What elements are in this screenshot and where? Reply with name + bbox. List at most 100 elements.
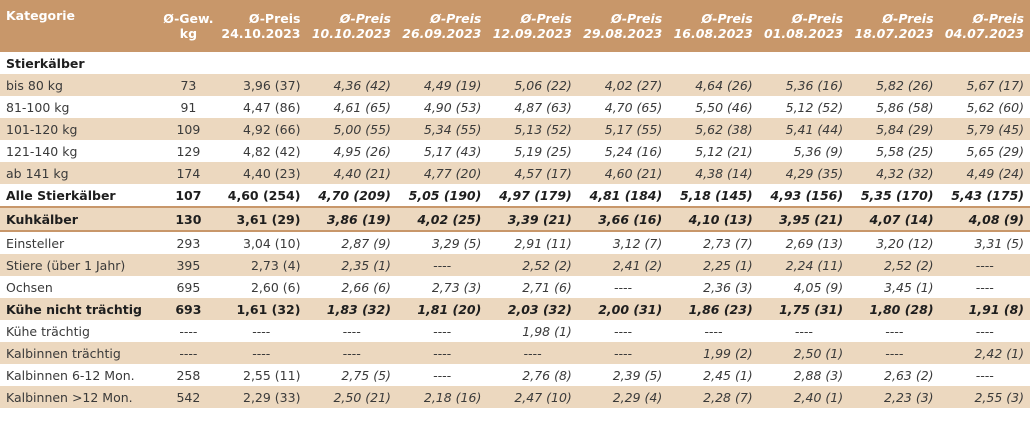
header-price-date-2: Ø-Preis 26.09.2023 (396, 0, 488, 52)
header-price-date-8: Ø-Preis 04.07.2023 (939, 0, 1030, 52)
price-cell: 5,36 (16) (758, 74, 850, 96)
row-weight: 174 (160, 162, 217, 184)
header-price-date-1: Ø-Preis 10.10.2023 (306, 0, 397, 52)
price-cell: 2,29 (4) (577, 386, 669, 408)
price-cell: 3,39 (21) (487, 207, 578, 232)
price-cell: 3,04 (10) (216, 231, 307, 254)
row-label: Alle Stierkälber (0, 184, 161, 208)
price-cell: 2,39 (5) (577, 364, 669, 386)
price-cell: ---- (306, 320, 397, 342)
header-date-value: 01.08.2023 (764, 26, 844, 41)
table-row: 81-100 kg 91 4,47 (86) 4,61 (65) 4,90 (53) 4,… (0, 96, 1030, 118)
price-cell: 4,60 (254) (216, 184, 307, 208)
price-cell: ---- (216, 320, 307, 342)
price-cell: 2,29 (33) (216, 386, 307, 408)
price-cell: ---- (216, 342, 307, 364)
price-cell: 4,07 (14) (849, 207, 940, 232)
price-cell: 1,86 (23) (668, 298, 759, 320)
price-cell: 2,47 (10) (487, 386, 578, 408)
price-cell: 3,31 (5) (939, 231, 1030, 254)
price-cell: ---- (396, 320, 488, 342)
price-cell: 5,34 (55) (396, 118, 488, 140)
price-cell: 5,17 (43) (396, 140, 488, 162)
price-cell: 2,42 (1) (939, 342, 1030, 364)
table-row: Kuhkälber 130 3,61 (29) 3,86 (19) 4,02 (25) 3… (0, 207, 1030, 232)
price-cell: ---- (577, 342, 669, 364)
header-price-date-7: Ø-Preis 18.07.2023 (849, 0, 940, 52)
header-gewicht-line1: Ø-Gew. (163, 11, 214, 26)
price-cell: 2,91 (11) (487, 231, 578, 254)
price-cell: 1,98 (1) (487, 320, 578, 342)
price-cell: 3,95 (21) (758, 207, 850, 232)
row-label: Kalbinnen trächtig (0, 342, 161, 364)
price-cell: 2,18 (16) (396, 386, 488, 408)
price-cell: ---- (396, 254, 488, 276)
price-cell: 5,84 (29) (849, 118, 940, 140)
price-cell: 2,66 (6) (306, 276, 397, 298)
price-cell: 4,87 (63) (487, 96, 578, 118)
row-label: Kalbinnen >12 Mon. (0, 386, 161, 408)
price-cell: 4,40 (23) (216, 162, 307, 184)
header-price-label: Ø-Preis (972, 11, 1024, 26)
price-cell: 3,20 (12) (849, 231, 940, 254)
price-cell: 2,73 (3) (396, 276, 488, 298)
price-cell: 4,05 (9) (758, 276, 850, 298)
price-cell: 4,70 (209) (306, 184, 397, 208)
header-price-label: Ø-Preis (611, 11, 663, 26)
section-title: Stierkälber (0, 52, 1030, 74)
header-price-date-0: Ø-Preis 24.10.2023 (216, 0, 307, 52)
price-cell: 5,79 (45) (939, 118, 1030, 140)
price-cell: 5,06 (22) (487, 74, 578, 96)
price-cell: 5,13 (52) (487, 118, 578, 140)
row-label: Stiere (über 1 Jahr) (0, 254, 161, 276)
price-cell: 4,49 (19) (396, 74, 488, 96)
price-cell: 4,36 (42) (306, 74, 397, 96)
price-cell: 5,17 (55) (577, 118, 669, 140)
price-cell: ---- (306, 342, 397, 364)
row-weight: 129 (160, 140, 217, 162)
table-row: Alle Stierkälber 107 4,60 (254) 4,70 (209) 5… (0, 184, 1030, 208)
price-cell: 1,80 (28) (849, 298, 940, 320)
price-cell: 5,62 (60) (939, 96, 1030, 118)
row-weight: 109 (160, 118, 217, 140)
price-cell: ---- (668, 320, 759, 342)
price-cell: 4,40 (21) (306, 162, 397, 184)
price-cell: 5,24 (16) (577, 140, 669, 162)
table-row: Kalbinnen >12 Mon. 542 2,29 (33) 2,50 (21) 2… (0, 386, 1030, 408)
price-cell: 4,38 (14) (668, 162, 759, 184)
price-cell: 4,32 (32) (849, 162, 940, 184)
price-cell: 4,70 (65) (577, 96, 669, 118)
price-cell: 4,60 (21) (577, 162, 669, 184)
price-cell: 2,25 (1) (668, 254, 759, 276)
price-cell: 1,81 (20) (396, 298, 488, 320)
row-weight: 107 (160, 184, 217, 208)
header-price-label: Ø-Preis (339, 11, 391, 26)
header-price-label: Ø-Preis (248, 11, 301, 26)
header-price-date-4: Ø-Preis 29.08.2023 (577, 0, 669, 52)
row-label: 81-100 kg (0, 96, 161, 118)
price-cell: 4,95 (26) (306, 140, 397, 162)
row-weight: 695 (160, 276, 217, 298)
price-cell: 5,18 (145) (668, 184, 759, 208)
header-price-label: Ø-Preis (701, 11, 753, 26)
price-cell: ---- (849, 320, 940, 342)
price-cell: 4,81 (184) (577, 184, 669, 208)
table-row: 101-120 kg 109 4,92 (66) 5,00 (55) 5,34 (55)… (0, 118, 1030, 140)
header-price-date-6: Ø-Preis 01.08.2023 (758, 0, 850, 52)
price-cell: 5,41 (44) (758, 118, 850, 140)
price-cell: 4,49 (24) (939, 162, 1030, 184)
price-cell: 5,00 (55) (306, 118, 397, 140)
price-cell: 4,92 (66) (216, 118, 307, 140)
header-date-value: 24.10.2023 (221, 26, 301, 41)
price-cell: 5,05 (190) (396, 184, 488, 208)
row-label: 121-140 kg (0, 140, 161, 162)
row-label: Kuhkälber (0, 207, 161, 232)
price-cell: 5,86 (58) (849, 96, 940, 118)
row-weight: 293 (160, 231, 217, 254)
price-cell: 5,12 (52) (758, 96, 850, 118)
row-weight: ---- (160, 320, 217, 342)
price-cell: 5,19 (25) (487, 140, 578, 162)
row-label: Kühe trächtig (0, 320, 161, 342)
section-row-stierkaelber: Stierkälber (0, 52, 1030, 74)
price-cell: 2,69 (13) (758, 231, 850, 254)
